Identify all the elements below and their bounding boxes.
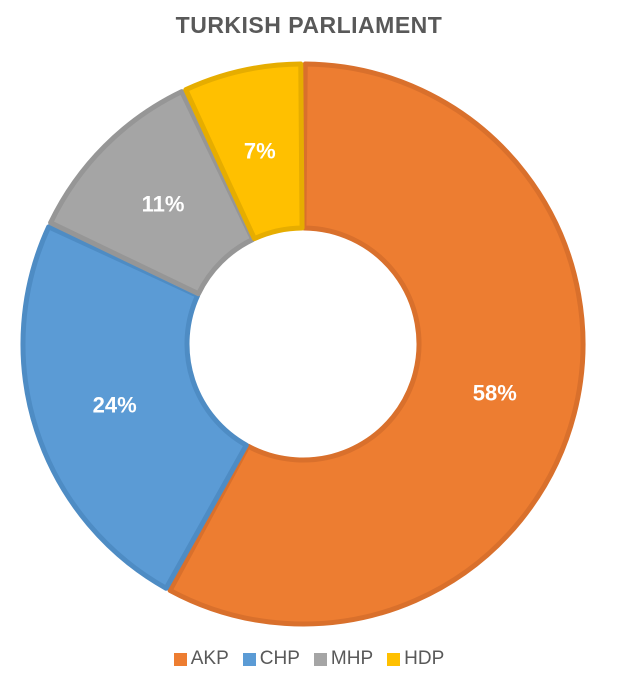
data-label-hdp: 7% xyxy=(244,138,276,163)
legend-label: CHP xyxy=(259,648,300,669)
slice-hdp xyxy=(183,61,305,242)
legend-label: HDP xyxy=(404,648,445,669)
slice-chp xyxy=(20,224,249,591)
chart-title: TURKISH PARLIAMENT xyxy=(175,12,443,38)
slice-mhp xyxy=(48,89,256,297)
legend-item-akp: AKP xyxy=(173,648,229,670)
legend-swatch xyxy=(242,652,256,666)
legend-label: AKP xyxy=(190,648,229,669)
legend-item-mhp: MHP xyxy=(313,648,374,670)
slice-akp xyxy=(167,61,586,627)
data-label-chp: 24% xyxy=(93,393,137,418)
legend-swatch xyxy=(387,652,401,666)
data-label-mhp: 11% xyxy=(142,191,185,216)
legend-swatch xyxy=(173,652,187,666)
legend-item-chp: CHP xyxy=(242,648,300,670)
legend-item-hdp: HDP xyxy=(387,648,444,670)
legend-label: MHP xyxy=(330,648,374,669)
data-label-akp: 58% xyxy=(473,381,517,406)
legend: AKP CHP MHP HDP xyxy=(0,648,618,670)
legend-swatch xyxy=(313,652,327,666)
